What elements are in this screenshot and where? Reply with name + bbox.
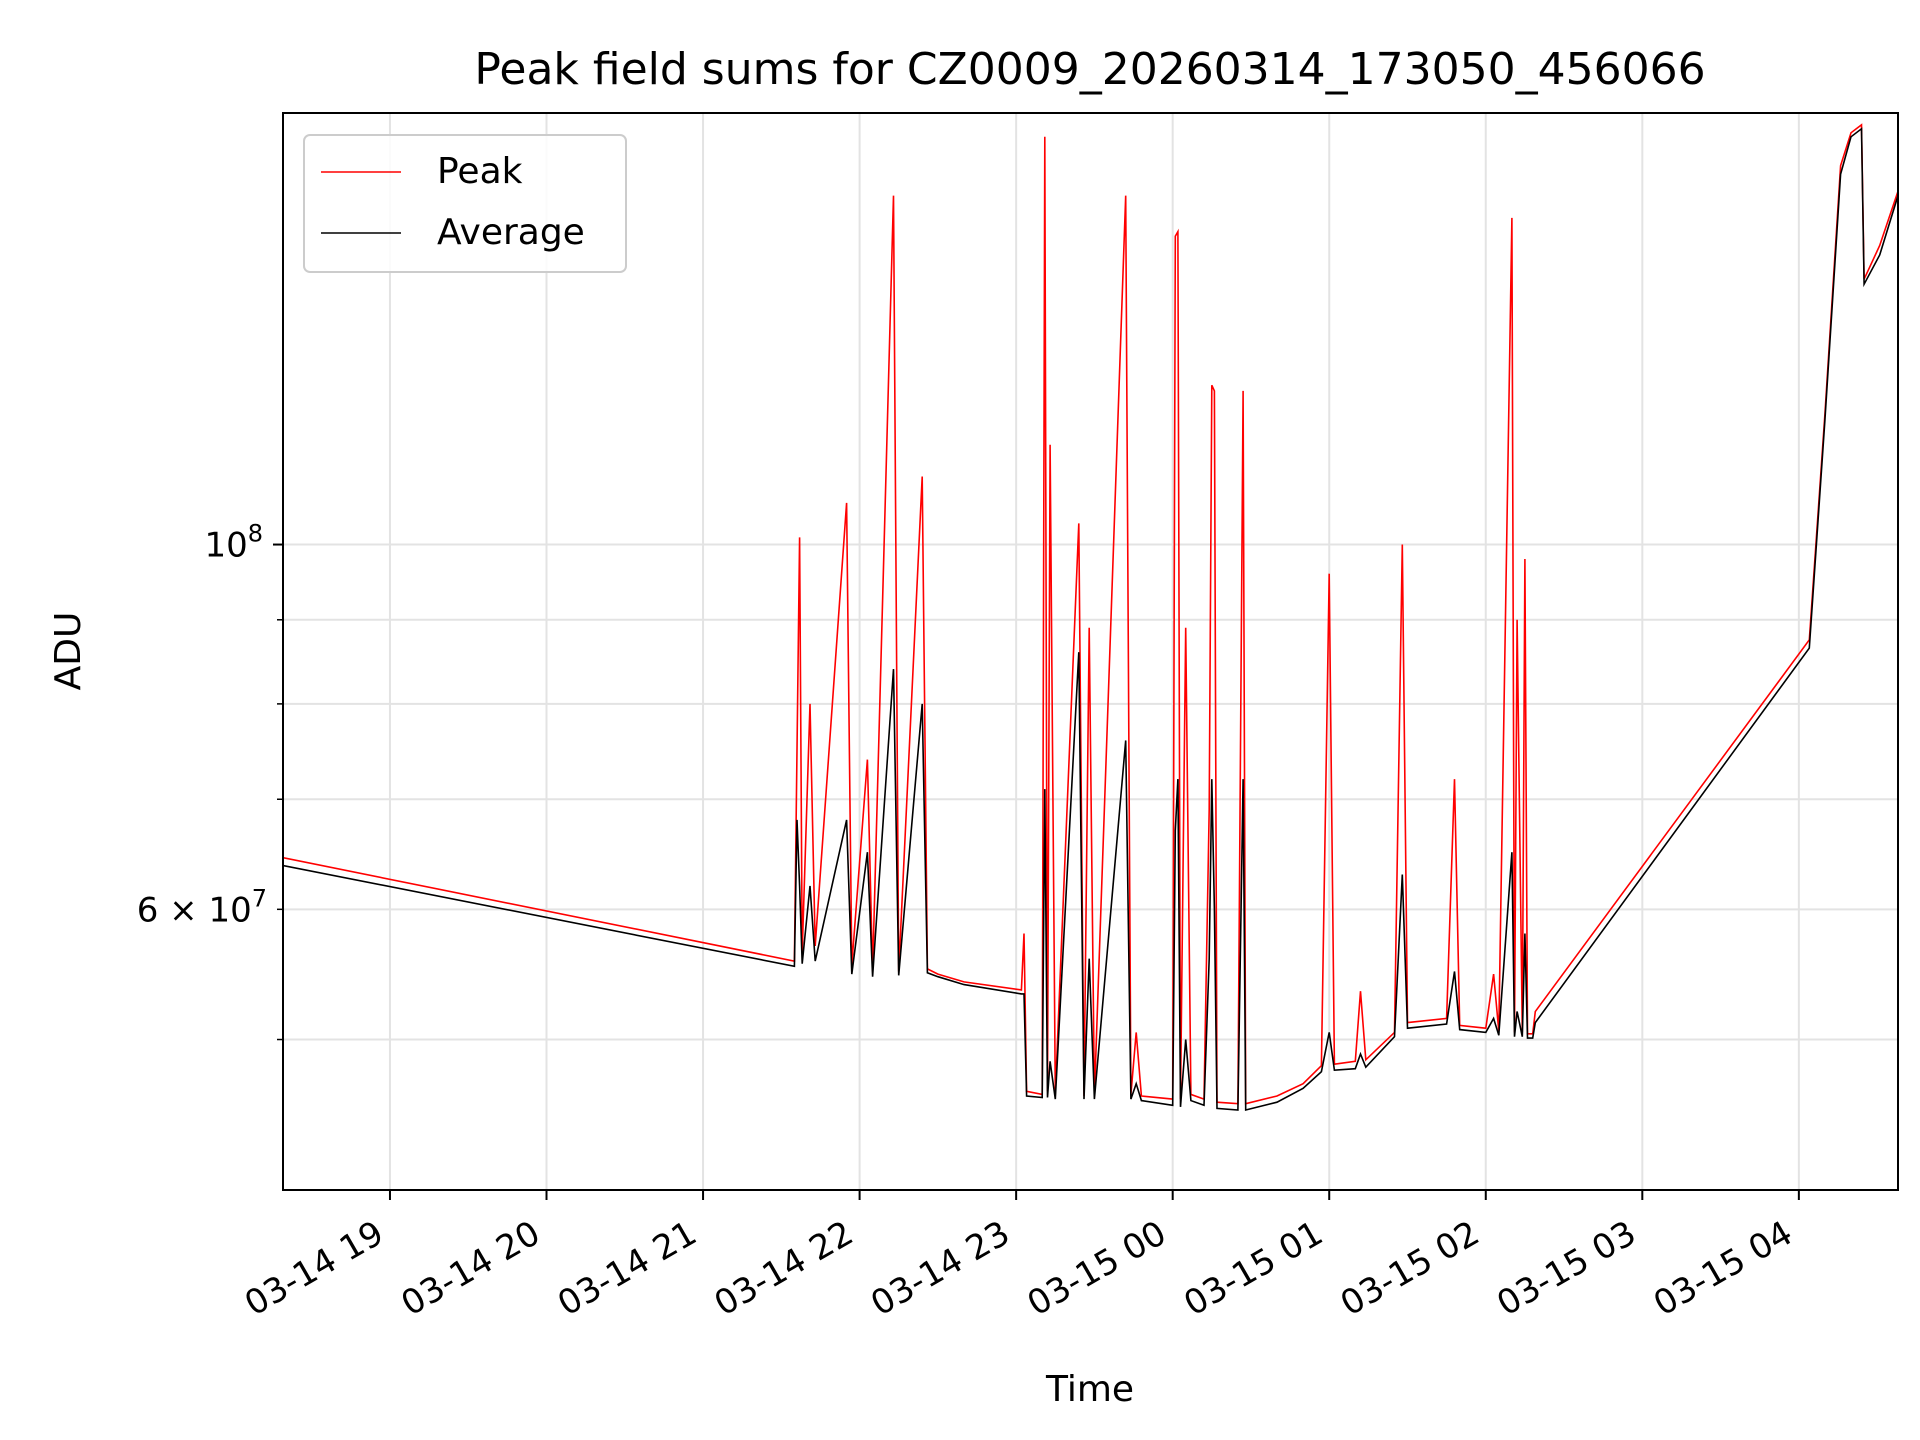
y-axis-label: ADU <box>48 612 89 691</box>
series-line-average <box>283 127 1898 1112</box>
y-tick-label: 6 × 107 <box>137 884 267 930</box>
y-axis: 108 6 × 107 <box>137 520 283 1041</box>
y-tick-label: 108 <box>204 520 263 566</box>
series-layer <box>283 123 1898 1112</box>
series-line-peak <box>283 123 1898 1105</box>
legend-box <box>303 134 627 273</box>
legend: Peak Average <box>303 134 627 273</box>
chart-title: Peak field sums for CZ0009_20260314_1730… <box>474 44 1705 95</box>
legend-label-peak: Peak <box>437 151 523 192</box>
x-axis-label: Time <box>1045 1369 1134 1410</box>
plot-frame <box>282 112 1899 1191</box>
legend-label-average: Average <box>437 212 585 253</box>
